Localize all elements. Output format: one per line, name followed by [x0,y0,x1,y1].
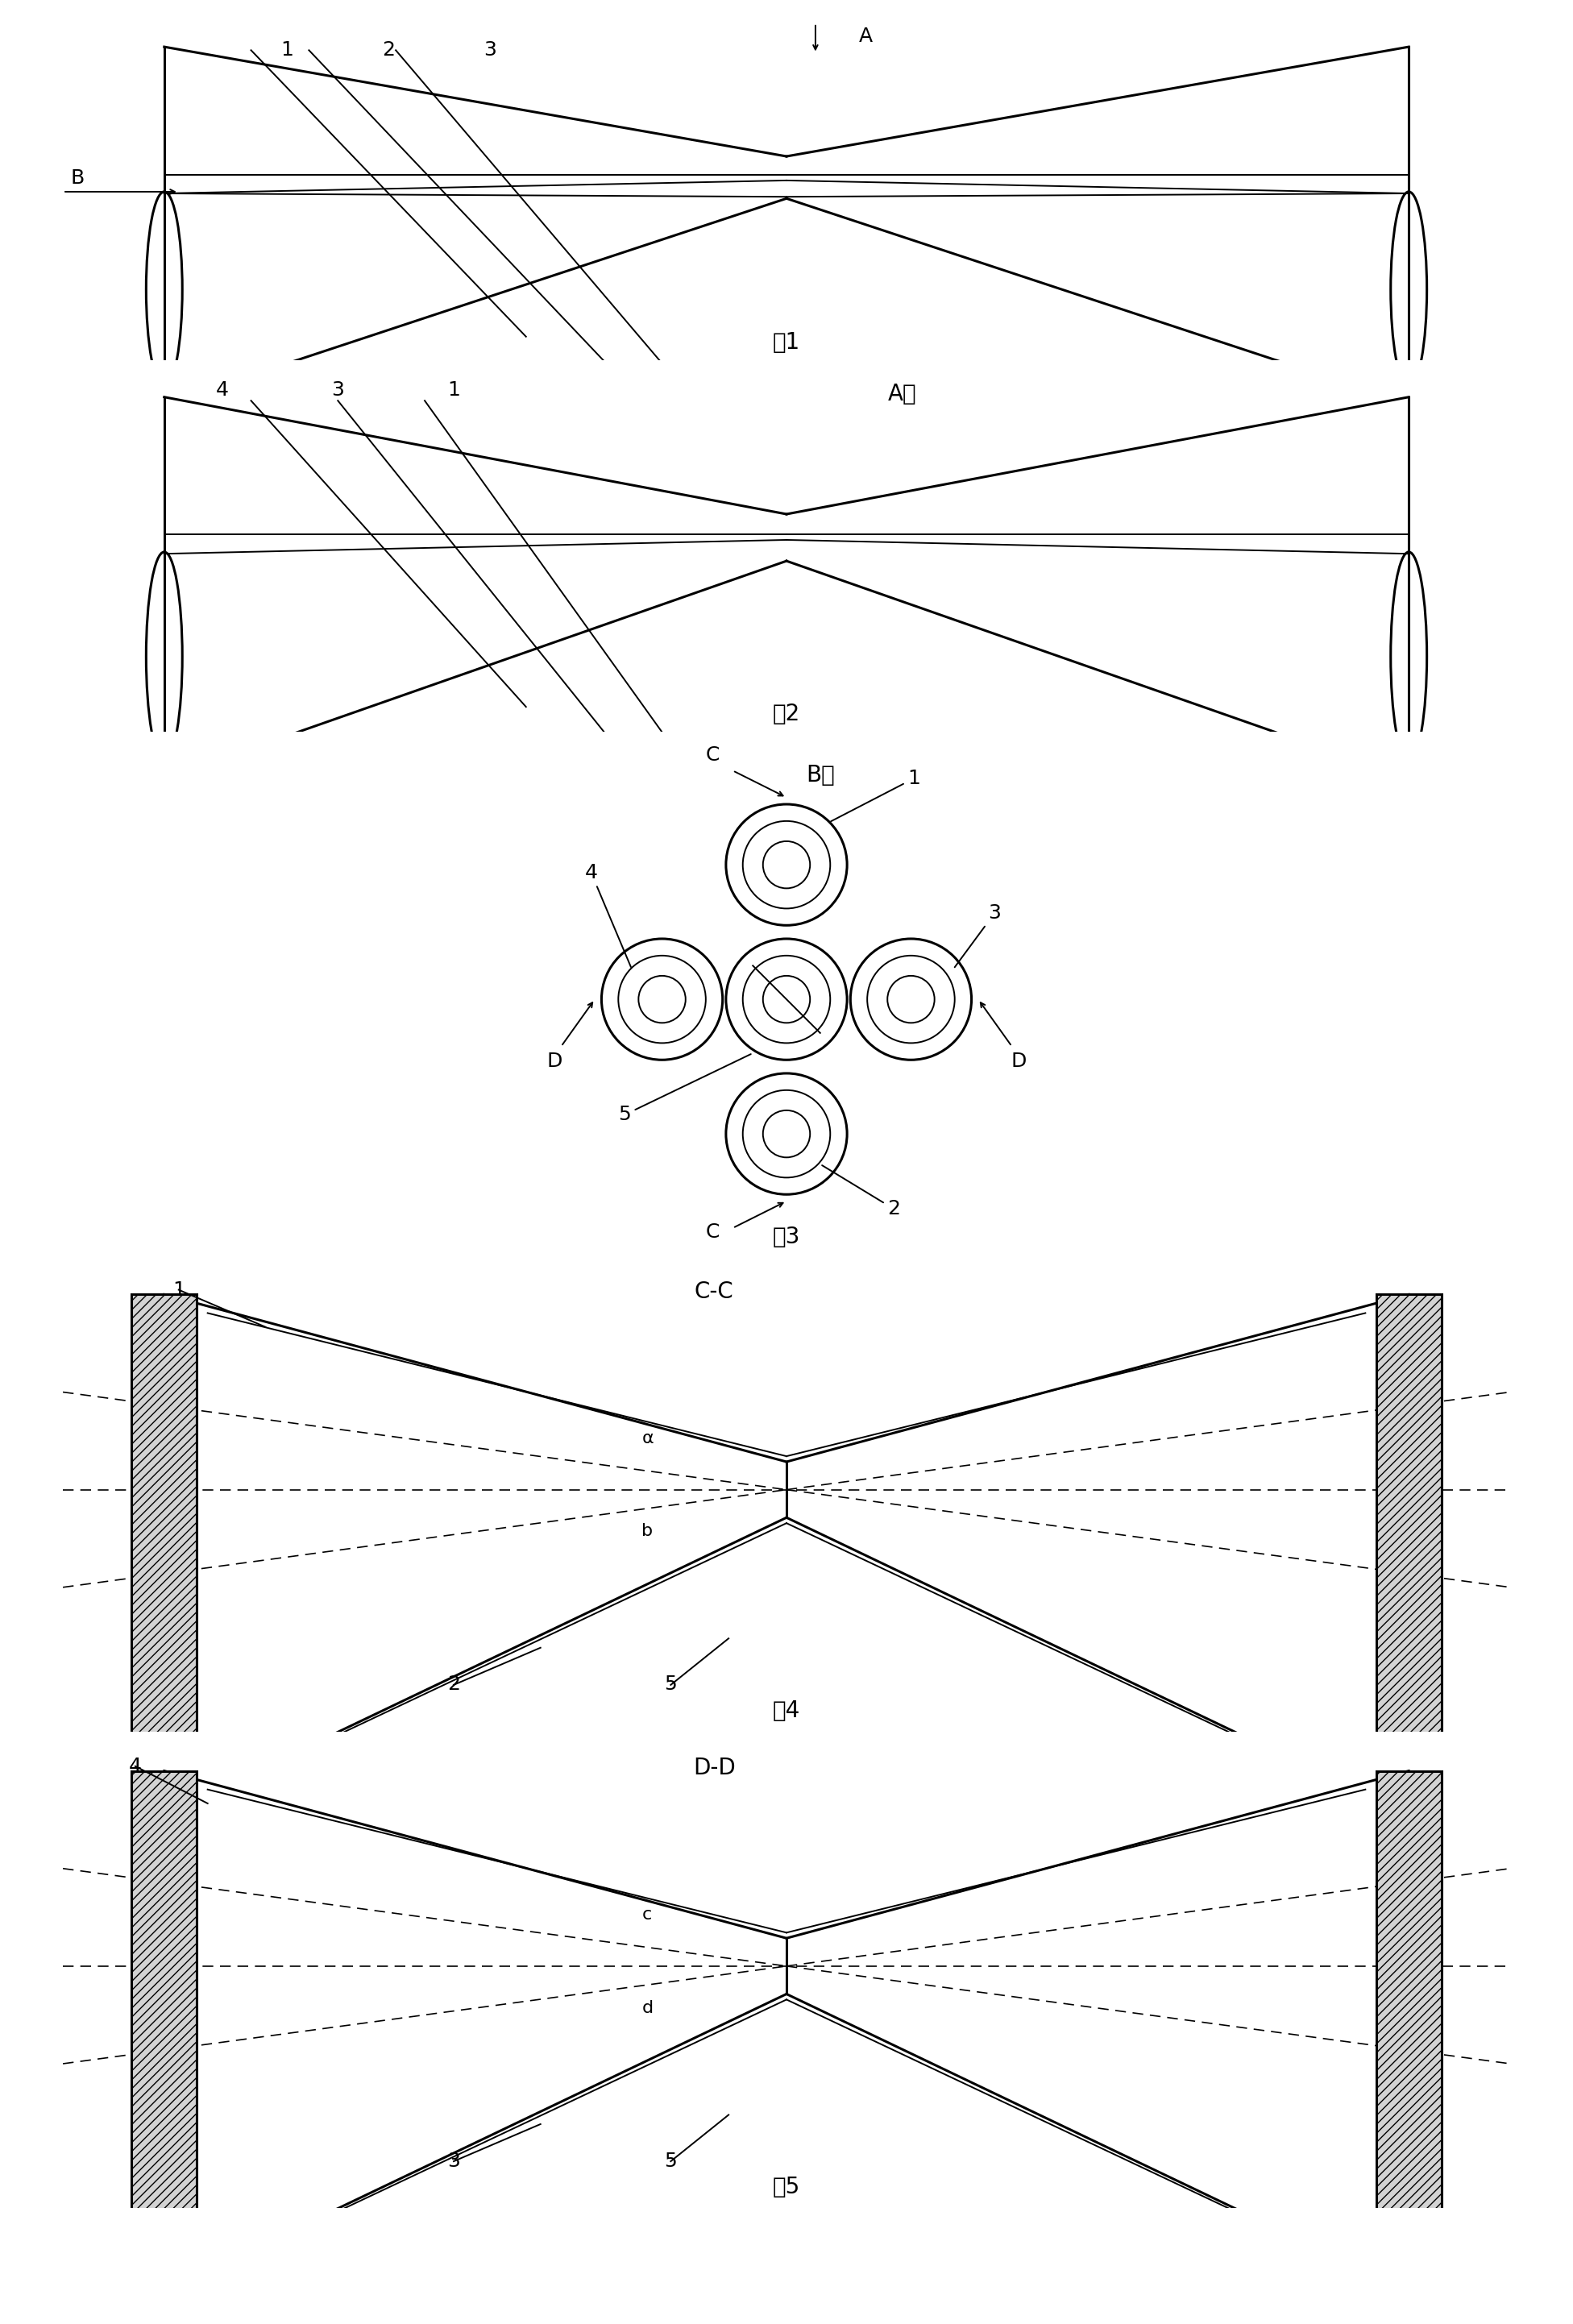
FancyBboxPatch shape [132,1771,197,2291]
FancyBboxPatch shape [1376,1771,1441,2291]
Text: A: A [859,26,873,46]
Text: 图2: 图2 [772,702,801,725]
Text: 1: 1 [173,1281,186,1299]
Text: 图4: 图4 [772,1699,801,1722]
Text: C: C [706,1222,719,1241]
Text: 5: 5 [664,1676,676,1694]
Text: C: C [706,746,719,765]
Text: A向: A向 [887,383,917,404]
Text: 3: 3 [483,40,495,60]
Text: 2: 2 [447,1676,459,1694]
Text: c: c [642,1906,651,1922]
Text: B: B [71,170,83,188]
FancyBboxPatch shape [132,1294,197,1815]
Text: d: d [642,1999,653,2015]
Text: 1: 1 [282,40,294,60]
Text: 5: 5 [618,1055,750,1125]
Text: D: D [1011,1050,1027,1071]
Text: 3: 3 [447,2152,459,2171]
Text: 4: 4 [585,862,631,967]
Text: B向: B向 [805,765,835,786]
Text: D-D: D-D [692,1757,736,1780]
Text: 图5: 图5 [772,2175,801,2199]
Text: 2: 2 [382,40,395,60]
Text: 4: 4 [216,381,228,400]
Text: 2: 2 [823,1164,900,1218]
Text: 3: 3 [332,381,344,400]
Text: α: α [642,1429,654,1446]
FancyBboxPatch shape [1376,1294,1441,1815]
Text: b: b [642,1522,653,1538]
Text: 1: 1 [447,381,459,400]
Text: 4: 4 [129,1757,142,1776]
Text: C-C: C-C [695,1281,733,1304]
Text: D: D [546,1050,562,1071]
Text: 图3: 图3 [772,1225,801,1248]
Text: 5: 5 [664,2152,676,2171]
Text: 图1: 图1 [772,330,801,353]
Text: 3: 3 [955,904,1000,967]
Text: 1: 1 [831,769,920,820]
